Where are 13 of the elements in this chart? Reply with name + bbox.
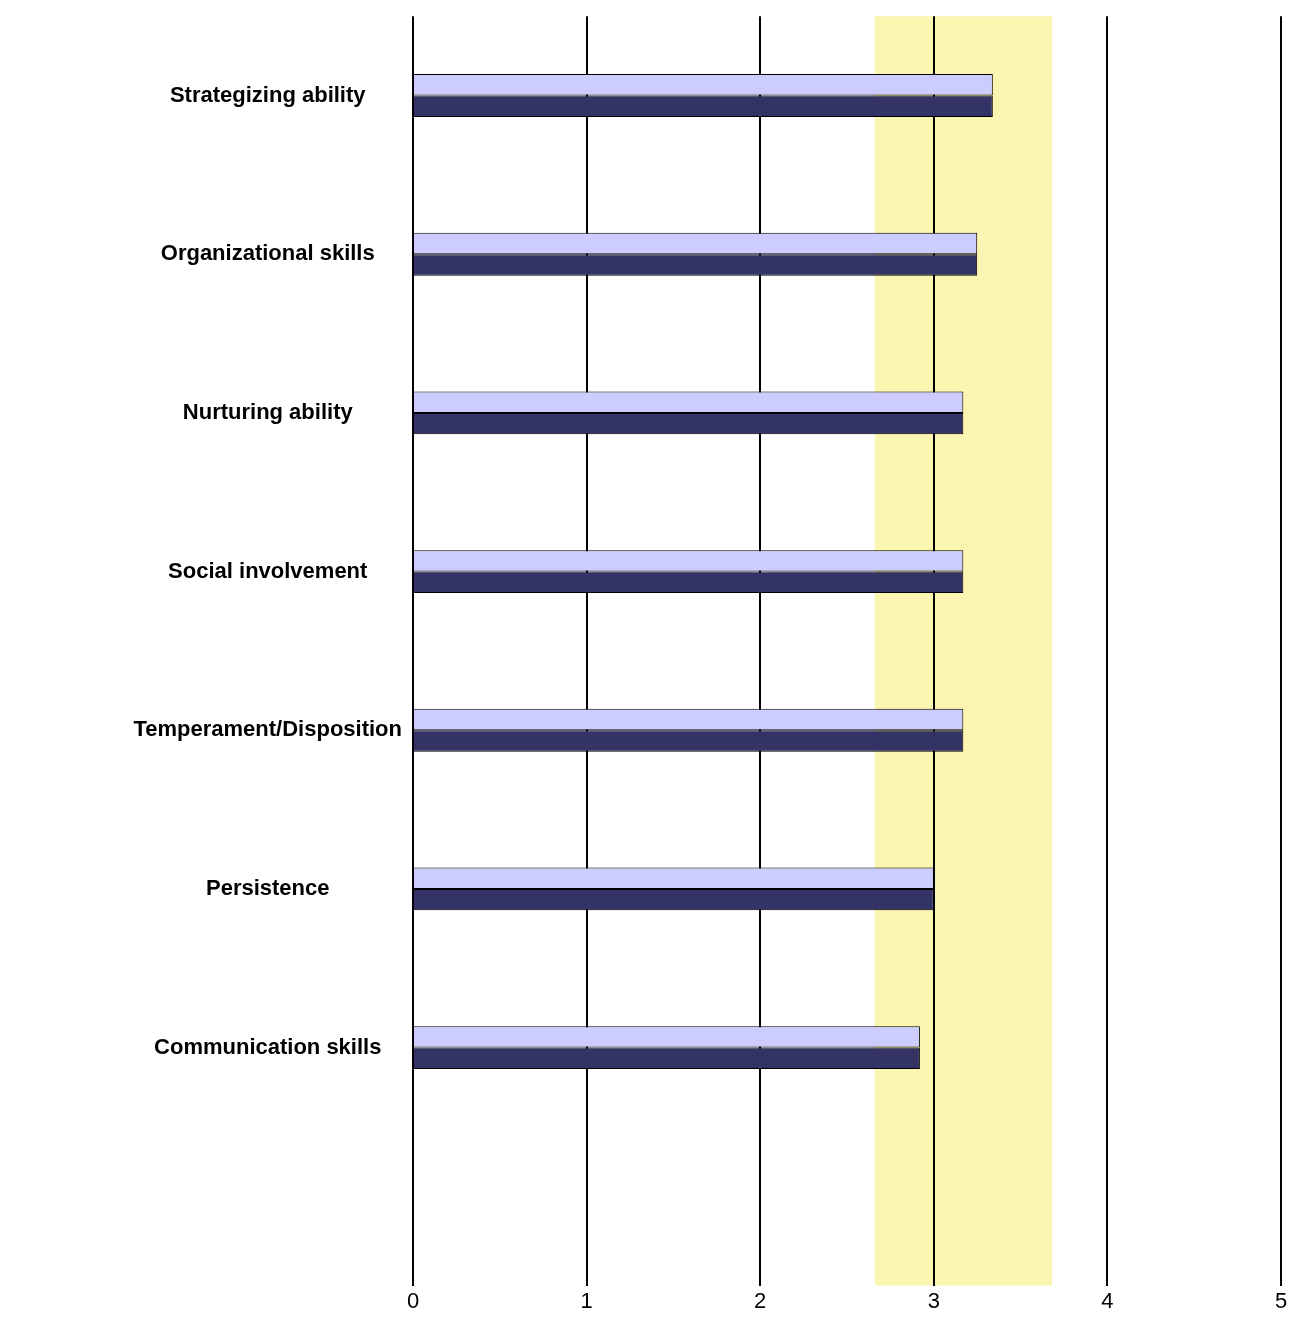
y-tick-label: Social involvement: [168, 557, 369, 583]
x-tick-label: 4: [1101, 1287, 1114, 1313]
x-tick-label: 5: [1274, 1287, 1288, 1313]
x-tick-label: 3: [927, 1287, 940, 1313]
y-tick-label: Strategizing ability: [169, 81, 367, 107]
y-tick-label: Nurturing ability: [182, 398, 354, 424]
y-tick-label: Temperament/Disposition: [133, 716, 402, 742]
y-tick-label: Communication skills: [154, 1033, 382, 1059]
x-tick-label: 0: [406, 1287, 420, 1313]
y-tick-label: Persistence: [205, 874, 330, 900]
x-tick-label: 2: [754, 1287, 767, 1313]
y-tick-label: Organizational skills: [160, 240, 375, 266]
x-tick-label: 1: [580, 1287, 593, 1313]
